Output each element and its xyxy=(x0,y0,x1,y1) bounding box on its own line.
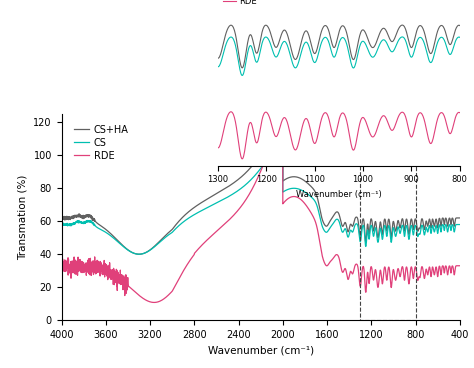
RDE xyxy=(457,263,463,268)
CS+HA xyxy=(334,210,340,214)
CS xyxy=(280,137,285,141)
CS+HA xyxy=(366,231,372,236)
RDE xyxy=(84,264,90,269)
Bar xyxy=(360,155,416,320)
RDE xyxy=(280,116,285,120)
RDE xyxy=(107,271,112,276)
CS xyxy=(107,233,112,237)
CS xyxy=(59,222,64,227)
RDE xyxy=(59,263,64,268)
CS+HA xyxy=(136,252,142,256)
RDE xyxy=(334,252,340,257)
CS+HA xyxy=(84,214,90,219)
Legend: CS+HA, CS, RDE: CS+HA, CS, RDE xyxy=(220,0,273,9)
CS xyxy=(457,222,463,227)
CS xyxy=(106,232,112,237)
RDE xyxy=(106,268,112,272)
CS xyxy=(136,252,142,256)
CS+HA xyxy=(106,230,112,234)
CS xyxy=(84,220,90,224)
Legend: CS+HA, CS, RDE: CS+HA, CS, RDE xyxy=(71,121,133,164)
Line: CS+HA: CS+HA xyxy=(62,121,460,254)
Line: RDE: RDE xyxy=(62,118,460,302)
RDE xyxy=(151,300,157,305)
RDE xyxy=(366,280,372,285)
Y-axis label: Transmation (%): Transmation (%) xyxy=(18,174,28,260)
X-axis label: Wavenumber (cm⁻¹): Wavenumber (cm⁻¹) xyxy=(296,190,382,199)
Line: CS: CS xyxy=(62,139,460,254)
RDE xyxy=(182,265,188,270)
CS+HA xyxy=(457,216,463,220)
CS+HA xyxy=(107,230,112,235)
CS+HA xyxy=(59,215,64,219)
X-axis label: Wavenumber (cm⁻¹): Wavenumber (cm⁻¹) xyxy=(208,346,314,355)
CS+HA xyxy=(280,118,285,123)
CS xyxy=(334,217,340,222)
CS+HA xyxy=(182,212,188,217)
CS xyxy=(182,218,188,223)
CS xyxy=(366,236,372,241)
